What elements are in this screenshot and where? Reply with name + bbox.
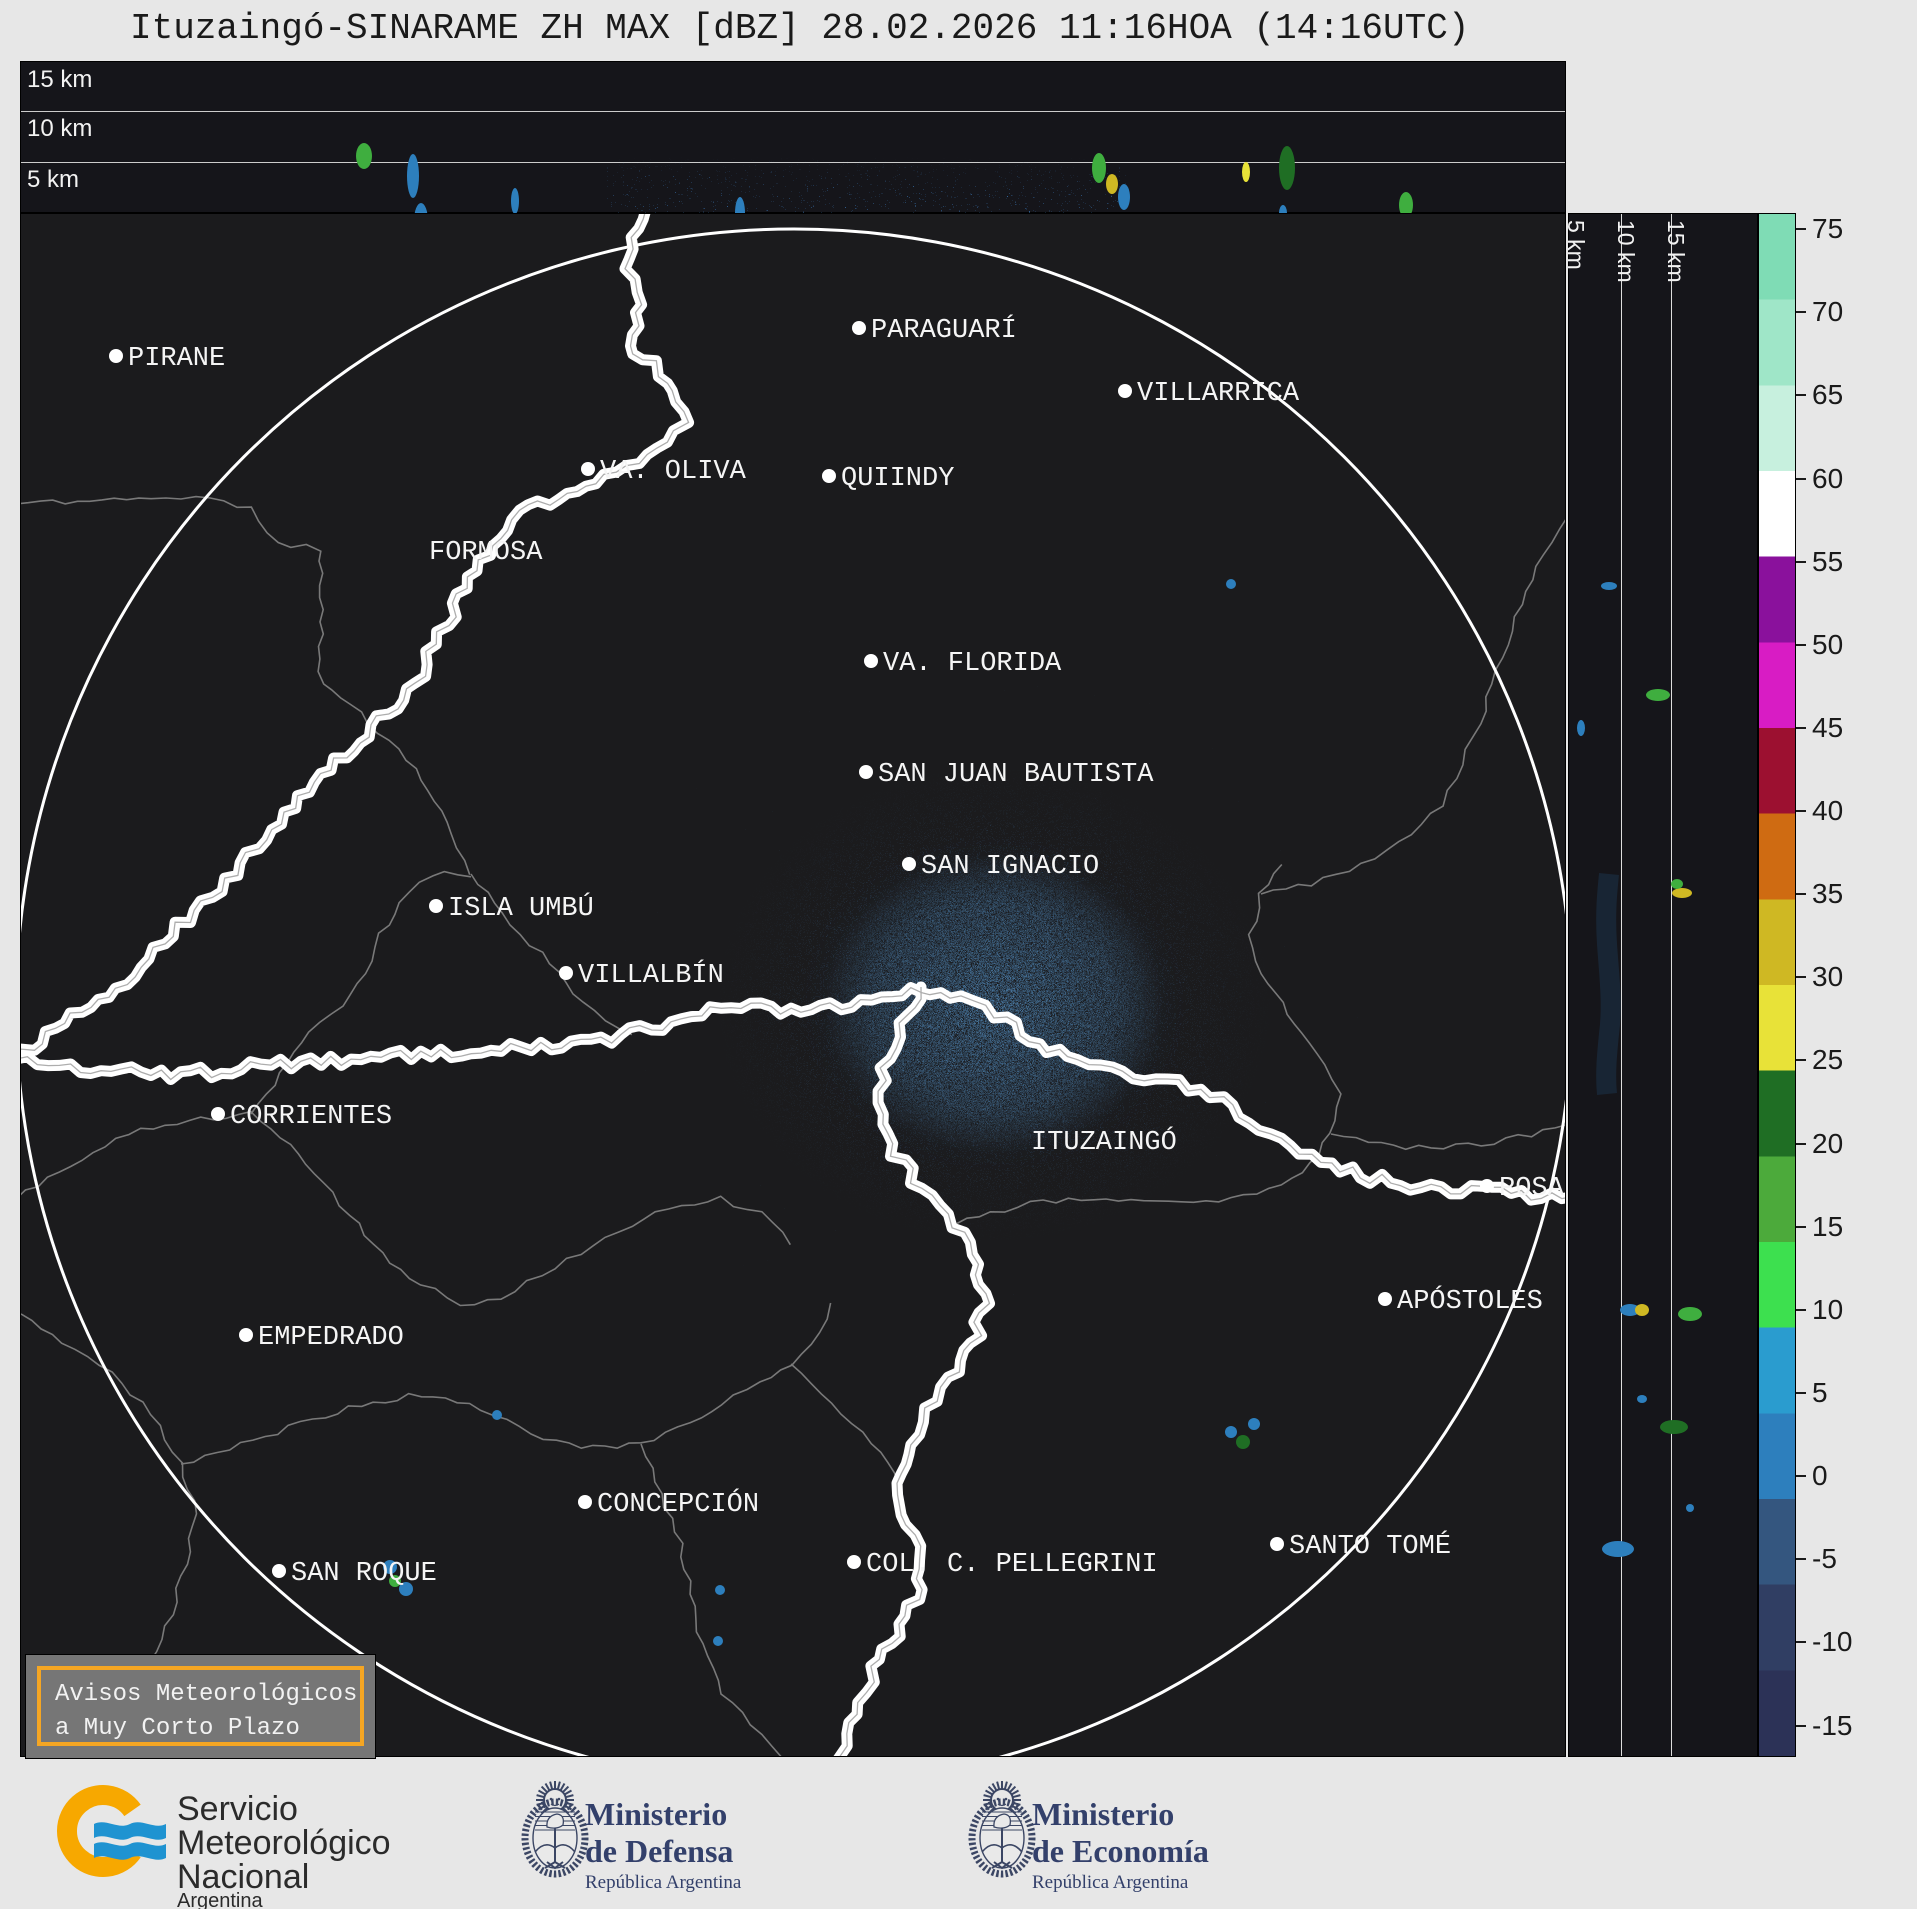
svg-text:PIRANE: PIRANE bbox=[128, 344, 225, 374]
svg-text:VA. FLORIDA: VA. FLORIDA bbox=[883, 649, 1062, 679]
svg-text:ITUZAINGÓ: ITUZAINGÓ bbox=[1031, 1125, 1177, 1158]
svg-text:VILLALBÍN: VILLALBÍN bbox=[578, 959, 724, 991]
svg-text:SAN ROQUE: SAN ROQUE bbox=[291, 1559, 437, 1589]
svg-text:EMPEDRADO: EMPEDRADO bbox=[258, 1323, 404, 1353]
svg-text:ISLA UMBÚ: ISLA UMBÚ bbox=[448, 891, 594, 924]
svg-text:Meteorológico: Meteorológico bbox=[177, 1824, 391, 1862]
svg-text:SAN IGNACIO: SAN IGNACIO bbox=[921, 852, 1099, 882]
svg-text:POSADAS: POSADAS bbox=[1499, 1174, 1566, 1204]
svg-text:VA. OLIVA: VA. OLIVA bbox=[600, 457, 747, 487]
svg-text:SAN JUAN BAUTISTA: SAN JUAN BAUTISTA bbox=[878, 760, 1154, 790]
svg-text:PARAGUARÍ: PARAGUARÍ bbox=[871, 314, 1017, 346]
svg-text:VILLARRICA: VILLARRICA bbox=[1137, 379, 1300, 409]
svg-text:Servicio: Servicio bbox=[177, 1790, 298, 1828]
svg-text:Argentina: Argentina bbox=[177, 1890, 263, 1909]
svg-text:SANTO TOMÉ: SANTO TOMÉ bbox=[1289, 1530, 1451, 1562]
svg-text:CORRIENTES: CORRIENTES bbox=[230, 1102, 392, 1132]
svg-text:FORMOSA: FORMOSA bbox=[429, 538, 543, 568]
svg-text:QUIINDY: QUIINDY bbox=[841, 464, 954, 494]
svg-text:CONCEPCIÓN: CONCEPCIÓN bbox=[597, 1487, 759, 1520]
svg-text:COL. C. PELLEGRINI: COL. C. PELLEGRINI bbox=[866, 1550, 1158, 1580]
svg-text:APÓSTOLES: APÓSTOLES bbox=[1397, 1284, 1543, 1317]
